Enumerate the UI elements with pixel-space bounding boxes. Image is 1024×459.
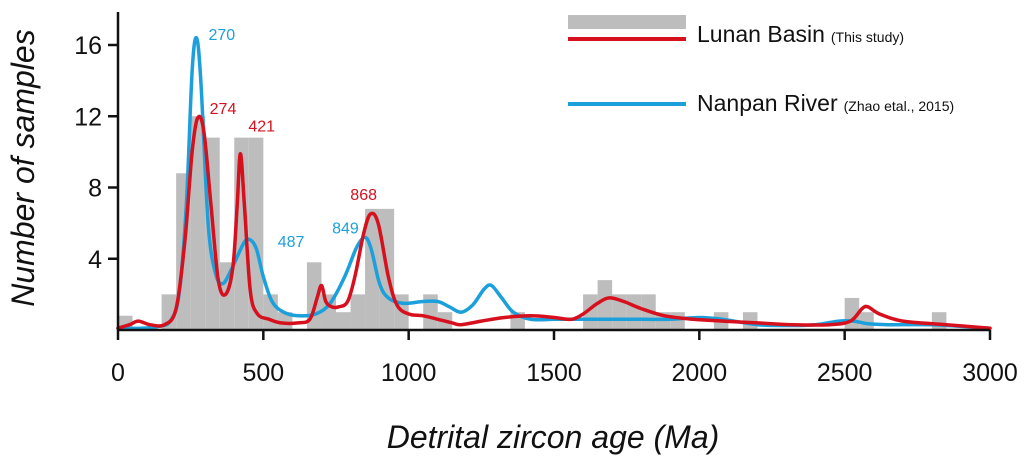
x-tick-label: 1500 <box>526 359 582 387</box>
x-tick-label: 0 <box>111 359 125 387</box>
y-tick-label: 12 <box>74 103 102 131</box>
x-tick-label: 2000 <box>672 359 728 387</box>
histogram-bar <box>423 294 438 330</box>
axis-ticks: 0 500 1000 1500 2000 2500 3000 4 8 12 16 <box>74 32 1018 387</box>
x-axis-title: Detrital zircon age (Ma) <box>387 419 720 455</box>
legend-swatch-bar <box>568 15 686 29</box>
legend: Lunan Basin (This study) Nanpan River (Zha… <box>568 15 954 116</box>
x-tick-label: 2500 <box>817 359 873 387</box>
peak-label-274: 274 <box>210 101 237 118</box>
series-line-lunan-basin <box>116 114 992 330</box>
histogram-bar <box>277 312 293 330</box>
histogram-bar <box>626 294 642 330</box>
svg-text:Lunan Basin(This study): Lunan Basin (This study) <box>697 21 904 47</box>
histogram-bar <box>190 116 206 330</box>
y-tick-label: 16 <box>74 32 102 60</box>
legend-label: Lunan Basin <box>697 21 825 47</box>
peak-label-487: 487 <box>278 234 305 251</box>
histogram-bar <box>670 312 685 330</box>
legend-item-lunan-basin: Lunan Basin (This study) <box>568 15 904 47</box>
histogram-bar <box>931 312 947 330</box>
x-tick-label: 500 <box>242 359 284 387</box>
peak-label-868: 868 <box>350 187 377 204</box>
histogram-bar <box>336 312 351 330</box>
density-curves <box>116 36 992 331</box>
x-tick-label: 3000 <box>962 359 1018 387</box>
peak-label-421: 421 <box>248 119 275 136</box>
y-tick-label: 8 <box>88 175 102 203</box>
histogram-bar <box>248 137 264 330</box>
x-tick-label: 1000 <box>381 359 437 387</box>
histogram-bar <box>597 280 613 330</box>
histogram-bar <box>612 294 627 330</box>
legend-note: (Zhao etal., 2015) <box>844 98 955 114</box>
legend-item-nanpan-river: Nanpan River (Zhao etal., 2015) <box>568 90 954 116</box>
svg-text:Nanpan River(Zhao etal., 2015): Nanpan River (Zhao etal., 2015) <box>697 90 954 116</box>
legend-label: Nanpan River <box>697 90 838 116</box>
legend-note: (This study) <box>831 29 904 45</box>
peak-label-849: 849 <box>332 220 359 237</box>
peak-labels: 270 274 421 487 849 868 <box>208 27 377 251</box>
histogram-bar <box>350 294 366 330</box>
y-axis-title: Number of samples <box>5 29 41 306</box>
histogram-bar <box>583 294 598 330</box>
peak-label-270: 270 <box>208 27 235 44</box>
histogram-bars <box>118 116 947 330</box>
y-tick-label: 4 <box>88 246 102 274</box>
